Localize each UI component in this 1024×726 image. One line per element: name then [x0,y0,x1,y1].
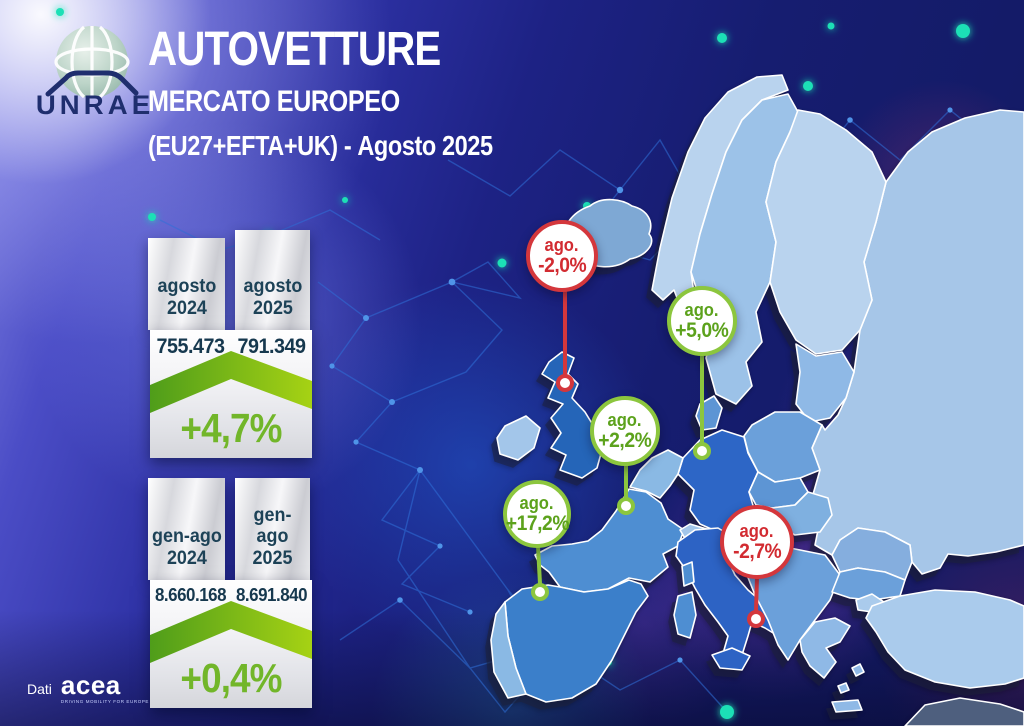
country-turkey [865,589,1024,689]
card1-label-2025-line1: agosto [243,275,302,298]
car-silhouette-icon [45,70,139,97]
acea-logo: acea DRIVING MOBILITY FOR EUROPE [60,670,150,705]
stem-france [617,464,635,515]
card1-header-2025: agosto 2025 [235,230,310,330]
country-portugal [490,601,527,699]
unrae-logo-mark [45,25,139,99]
card1-value-2025: 791.349 [237,335,306,358]
header-titles: AUTOVETTURE MERCATO EUROPEO (EU27+EFTA+U… [148,26,558,160]
card1-delta: +4,7% [180,405,282,451]
callout-italy: ago. -2,7% [720,505,794,579]
card1-label-2025-line2: 2025 [252,297,293,320]
card2-label-2025-line2: 2025 [252,547,293,570]
callout-spain: ago. +17,2% [503,480,571,548]
scope-line: (EU27+EFTA+UK) - Agosto 2025 [148,132,493,160]
island-sicily [711,647,751,671]
card1-body: 755.473 791.349 +4,7% [150,330,312,458]
card2-body: 8.660.168 8.691.840 +0,4% [150,580,312,708]
card2-value-2024: 8.660.168 [154,585,227,605]
card1-label-2024-line2: 2024 [166,297,207,320]
card2-header-2024: gen-ago 2024 [148,478,225,580]
island-aegean-1 [851,663,865,677]
unrae-logo-text: UNRAE [35,90,155,120]
island-corsica [681,561,695,587]
callout-uk-label: ago. [544,234,580,255]
callout-germany-value: +5,0% [675,318,729,342]
acea-logo-text: acea [60,670,121,700]
country-baltics [795,343,855,423]
card2-header-2025: gen-ago 2025 [235,478,310,580]
callout-italy-value: -2,7% [732,539,782,563]
stem-uk [556,290,574,392]
period-text: Agosto 2025 [357,130,493,161]
card2-label-2024-line2: 2024 [166,547,207,570]
page-title: AUTOVETTURE [148,23,441,76]
country-finland [765,109,887,355]
callout-france-value: +2,2% [598,428,652,452]
callout-spain-label: ago. [519,492,555,513]
data-source: Dati acea DRIVING MOBILITY FOR EUROPE [27,670,150,705]
card1-header-2024: agosto 2024 [148,238,225,330]
country-benelux [629,449,684,499]
stem-italy [747,576,765,628]
source-prefix: Dati [27,681,52,698]
coast-north-africa [904,697,1024,726]
callout-germany: ago. +5,0% [667,286,737,356]
callout-italy-label: ago. [739,520,775,541]
card1-label-2024-line1: agosto [157,275,216,298]
card2-label-2025-line1: gen-ago [253,503,292,548]
acea-tagline: DRIVING MOBILITY FOR EUROPE [60,699,150,705]
page-subtitle: MERCATO EUROPEO [148,85,400,118]
up-trend-chevron-icon [150,351,312,413]
country-greece [799,617,851,679]
stem-germany [693,355,711,460]
callout-uk-value: -2,0% [537,253,587,277]
island-sardinia [673,591,697,639]
unrae-logo: UNRAE [30,22,160,127]
callout-spain-value: +17,2% [505,511,569,535]
stem-spain [531,545,549,601]
card1-value-2024: 755.473 [156,335,225,358]
island-aegean-2 [837,682,850,694]
callout-germany-label: ago. [684,299,720,320]
island-crete [831,699,863,713]
card2-value-2025: 8.691.840 [235,585,308,605]
card2-label-2024-line1: gen-ago [151,525,222,548]
up-trend-chevron-icon [150,601,312,663]
country-ireland [496,415,541,461]
callout-united-kingdom: ago. -2,0% [526,220,598,292]
callout-france-label: ago. [607,409,643,430]
card2-delta: +0,4% [180,655,282,701]
scope-text: (EU27+EFTA+UK) - [148,130,358,161]
callout-france: ago. +2,2% [590,396,660,466]
